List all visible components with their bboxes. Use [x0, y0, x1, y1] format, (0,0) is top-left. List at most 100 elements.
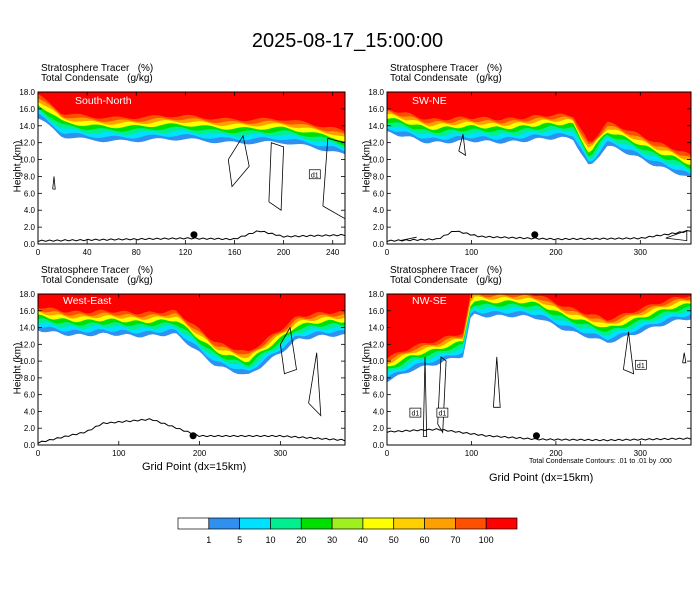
x-tick-label: 40: [83, 248, 92, 257]
colorbar-swatch: [393, 517, 425, 530]
d1-marker-box: [308, 169, 321, 180]
y-tick-label: 18.0: [368, 88, 384, 97]
y-tick-label: 6.0: [24, 189, 36, 198]
d1-marker-box: [409, 407, 422, 418]
x-axis-label: Grid Point (dx=15km): [489, 472, 594, 484]
x-tick-label: 80: [132, 248, 141, 257]
colorbar-label: 70: [450, 535, 460, 545]
y-tick-label: 16.0: [19, 307, 35, 316]
field-label: Stratosphere Tracer (%): [390, 265, 503, 276]
cloud-contour: [52, 176, 56, 190]
colorbar-label: 1: [206, 535, 211, 545]
figure-title: 2025-08-17_15:00:00: [251, 30, 444, 52]
colorbar-swatch: [331, 517, 364, 530]
y-tick-label: 8.0: [373, 374, 385, 383]
cloud-contour: [422, 356, 428, 437]
x-tick-label: 0: [385, 449, 390, 458]
y-tick-label: 16.0: [368, 307, 384, 316]
colorbar-label: 60: [420, 535, 430, 545]
panel-label: West-East: [63, 295, 111, 307]
y-tick-label: 12.0: [368, 340, 384, 349]
x-tick-label: 0: [36, 248, 41, 257]
y-tick-label: 18.0: [19, 290, 35, 299]
panel-west-east: 0.0 2.0 4.0 6.0 8.0 10.0 12.0 14.0 16.0 18.0 0 100 2…: [19, 290, 346, 458]
y-tick-label: 0.0: [373, 240, 385, 249]
x-tick-label: 300: [634, 449, 648, 458]
x-tick-label: 300: [274, 449, 288, 458]
y-tick-label: 10.0: [19, 357, 35, 366]
d1-marker-label: d1: [637, 363, 645, 370]
colorbar-swatch: [424, 517, 456, 530]
plot-frame: [386, 91, 692, 245]
x-tick-label: 120: [179, 248, 193, 257]
contour-label: Total Condensate (g/kg): [41, 275, 153, 286]
colorbar-swatch: [177, 517, 210, 530]
x-tick-label: 200: [549, 449, 563, 458]
y-tick-label: 0.0: [373, 441, 385, 450]
y-tick-label: 18.0: [19, 88, 35, 97]
y-tick-label: 14.0: [368, 324, 384, 333]
terrain-line: [38, 230, 345, 242]
y-tick-label: 14.0: [19, 324, 35, 333]
y-tick-label: 12.0: [368, 139, 384, 148]
field-label: Stratosphere Tracer (%): [41, 63, 154, 74]
y-tick-label: 2.0: [373, 223, 385, 232]
tracer-band-8: [38, 294, 345, 352]
y-tick-label: 10.0: [19, 156, 35, 165]
y-tick-label: 0.0: [24, 240, 36, 249]
plot-frame: [386, 293, 692, 446]
cloud-contour: [458, 134, 466, 157]
plot-frame: [37, 91, 346, 245]
y-tick-label: 4.0: [373, 206, 385, 215]
y-tick-label: 4.0: [24, 206, 36, 215]
colorbar-label: 100: [479, 535, 494, 545]
field-label: Stratosphere Tracer (%): [41, 265, 154, 276]
x-tick-label: 100: [112, 449, 126, 458]
y-tick-label: 2.0: [24, 424, 36, 433]
colorbar-label: 5: [237, 535, 242, 545]
tracer-band-8: [387, 294, 691, 359]
x-tick-label: 0: [36, 449, 41, 458]
panel-nw-se: d1 d1 d1 0.0 2.0 4.0 6.0 8.0 10.0 12.0 14.0 16.0 18.…: [368, 290, 692, 458]
y-tick-label: 0.0: [24, 441, 36, 450]
y-tick-label: 16.0: [368, 105, 384, 114]
x-tick-label: 100: [465, 248, 479, 257]
y-tick-label: 16.0: [19, 105, 35, 114]
cloud-contour: [227, 134, 250, 188]
colorbar-swatch: [300, 517, 333, 530]
colorbar-swatch: [362, 517, 395, 530]
location-dot: [532, 432, 540, 440]
panel-label: SW-NE: [412, 95, 447, 107]
field-label: Stratosphere Tracer (%): [390, 63, 503, 74]
x-tick-label: 240: [326, 248, 340, 257]
y-tick-label: 4.0: [373, 407, 385, 416]
cloud-contour: [665, 229, 688, 242]
d1-marker-label: d1: [311, 172, 319, 179]
y-tick-label: 12.0: [19, 139, 35, 148]
cloud-contour: [682, 352, 687, 364]
contour-note: Total Condensate Contours: .01 to .01 by…: [529, 458, 672, 465]
y-tick-label: 12.0: [19, 340, 35, 349]
colorbar-swatch: [239, 517, 271, 530]
cloud-contour: [280, 326, 297, 375]
y-tick-label: 8.0: [24, 374, 36, 383]
y-axis-label: Height (km): [12, 140, 24, 193]
y-axis-label: Height (km): [361, 140, 373, 193]
panel-sw-ne: 0.0 2.0 4.0 6.0 8.0 10.0 12.0 14.0 16.0 18.0 0 100 2…: [368, 88, 692, 257]
contour-label: Total Condensate (g/kg): [390, 275, 502, 286]
x-tick-label: 300: [634, 248, 648, 257]
contour-label: Total Condensate (g/kg): [41, 73, 153, 84]
colorbar-swatch: [270, 517, 302, 530]
x-tick-label: 200: [277, 248, 291, 257]
panel-south-north: d1 0.0 2.0 4.0 6.0 8.0 10.0 12.0 14.0 16.0 18.0 0 40…: [19, 88, 346, 257]
terrain-line: [387, 428, 691, 442]
x-tick-label: 0: [385, 248, 390, 257]
x-tick-label: 200: [193, 449, 207, 458]
y-tick-label: 14.0: [19, 122, 35, 131]
y-tick-label: 6.0: [373, 189, 385, 198]
cloud-contour: [623, 331, 635, 375]
tracer-band-8: [387, 92, 691, 155]
colorbar-label: 50: [389, 535, 399, 545]
colorbar-label: 30: [327, 535, 337, 545]
